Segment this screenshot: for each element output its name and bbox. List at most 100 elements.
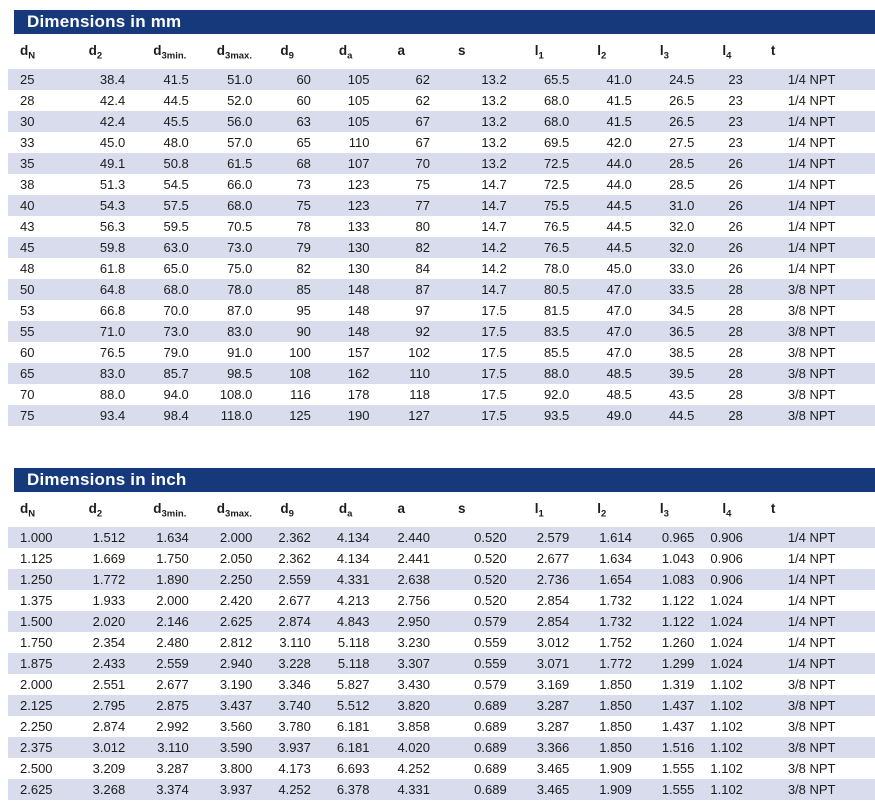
table-cell: 0.520 <box>474 551 507 566</box>
table-cell: 66.8 <box>99 303 126 318</box>
table-cell: 105 <box>347 114 370 129</box>
table-cell: 68.0 <box>543 114 570 129</box>
table-cell: 17.5 <box>481 387 507 402</box>
table-cell: 2.362 <box>278 551 311 566</box>
table-cell: 83.0 <box>99 366 126 381</box>
table-cell: 1.890 <box>156 572 189 587</box>
table-cell: 2.250 <box>20 719 53 734</box>
table-cell: 28 <box>728 345 743 360</box>
table-cell: 3.012 <box>536 635 570 650</box>
table-cell: 4.134 <box>336 530 370 545</box>
table-cell: 4.213 <box>336 593 370 608</box>
table-cell: 1.634 <box>599 551 632 566</box>
table-cell: 5.512 <box>336 698 370 713</box>
table-cell: 2.812 <box>219 635 253 650</box>
table-row: 43 56.3 59.5 70.5 78 133 80 14.7 76.5 44.5 32.0 26 1… <box>8 216 875 237</box>
table-row: 33 45.0 48.0 57.0 65 110 67 13.2 69.5 42.0 27.5 23 1… <box>8 132 875 153</box>
table-row: 1.875 2.433 2.559 2.940 3.228 5.118 3.307 0.559… <box>8 653 875 674</box>
table-cell: 54.3 <box>99 198 126 213</box>
col-header-l1: l1 <box>534 43 544 62</box>
table-cell: 2.000 <box>156 593 189 608</box>
table-cell: 107 <box>347 156 370 171</box>
table-cell: 1.555 <box>661 761 695 776</box>
table-cell: 2.677 <box>536 551 570 566</box>
table-cell: 1.850 <box>599 740 632 755</box>
table-cell: 85.7 <box>163 366 189 381</box>
table-cell: 50.8 <box>163 156 189 171</box>
table-row: 2.375 3.012 3.110 3.590 3.937 6.181 4.020 0.689… <box>8 737 875 758</box>
mm-table-body: 25 38.4 41.5 51.0 60 105 62 13.2 65.5 41.0 24.5 23 1… <box>8 69 875 426</box>
table-cell: 2.125 <box>20 698 53 713</box>
table-cell: 1/4 NPT <box>787 156 836 171</box>
table-cell: 3.268 <box>92 782 126 797</box>
table-row: 65 83.0 85.7 98.5 108 162 110 17.5 88.0 48.5 39.5 2… <box>8 363 875 384</box>
table-cell: 3/8 NPT <box>787 366 836 381</box>
table-cell: 56.3 <box>99 219 126 234</box>
table-cell: 67 <box>415 114 430 129</box>
table-cell: 0.520 <box>474 530 507 545</box>
table-cell: 2.992 <box>156 719 189 734</box>
table-cell: 4.843 <box>336 614 370 629</box>
table-cell: 2.420 <box>219 593 253 608</box>
table-cell: 25 <box>20 72 35 87</box>
table-cell: 71.0 <box>99 324 126 339</box>
table-cell: 41.5 <box>606 114 632 129</box>
table-row: 70 88.0 94.0 108.0 116 178 118 17.5 92.0 48.5 43.5… <box>8 384 875 405</box>
table-cell: 35 <box>20 156 35 171</box>
table-row: 2.125 2.795 2.875 3.437 3.740 5.512 3.820 0.689… <box>8 695 875 716</box>
col-header-t: t <box>770 501 776 517</box>
table-cell: 0.689 <box>474 740 507 755</box>
table-cell: 1.250 <box>20 572 53 587</box>
table-cell: 3.287 <box>536 719 570 734</box>
table-cell: 3.437 <box>219 698 253 713</box>
table-cell: 98.4 <box>163 408 189 423</box>
table-cell: 4.020 <box>397 740 430 755</box>
table-cell: 1.772 <box>599 656 632 671</box>
table-cell: 133 <box>347 219 370 234</box>
table-cell: 23 <box>728 114 743 129</box>
table-cell: 2.579 <box>536 530 570 545</box>
table-cell: 1.850 <box>599 677 632 692</box>
table-cell: 3/8 NPT <box>787 740 836 755</box>
table-cell: 123 <box>347 177 370 192</box>
table-cell: 75.5 <box>543 198 570 213</box>
table-cell: 1.260 <box>661 635 695 650</box>
table-cell: 87 <box>415 282 430 297</box>
table-row: 2.000 2.551 2.677 3.190 3.346 5.827 3.430 0.579… <box>8 674 875 695</box>
table-cell: 26.5 <box>669 93 695 108</box>
table-cell: 0.689 <box>474 761 507 776</box>
table-cell: 1.043 <box>661 551 695 566</box>
table-cell: 1/4 NPT <box>787 135 836 150</box>
table-cell: 2.500 <box>20 761 53 776</box>
table-row: 2.500 3.209 3.287 3.800 4.173 6.693 4.252 0.689… <box>8 758 875 779</box>
table-cell: 3.430 <box>397 677 430 692</box>
table-cell: 44.5 <box>606 198 632 213</box>
table-cell: 39.5 <box>669 366 695 381</box>
table-cell: 3/8 NPT <box>787 782 836 797</box>
table-cell: 0.689 <box>474 698 507 713</box>
table-cell: 85.5 <box>543 345 570 360</box>
table-cell: 4.173 <box>278 761 311 776</box>
table-cell: 162 <box>347 366 370 381</box>
table-cell: 3.307 <box>397 656 430 671</box>
table-cell: 1.437 <box>661 719 695 734</box>
table-cell: 17.5 <box>481 366 507 381</box>
table-cell: 62 <box>415 93 430 108</box>
table-row: 45 59.8 63.0 73.0 79 130 82 14.2 76.5 44.5 32.0 26 1… <box>8 237 875 258</box>
inch-title-bar: Dimensions in inch <box>14 468 875 492</box>
table-cell: 59.8 <box>99 240 126 255</box>
table-cell: 60 <box>296 93 311 108</box>
table-cell: 14.7 <box>481 282 507 297</box>
table-cell: 70 <box>20 387 35 402</box>
table-cell: 157 <box>347 345 370 360</box>
table-cell: 3/8 NPT <box>787 408 836 423</box>
table-cell: 1.319 <box>661 677 695 692</box>
table-cell: 1.909 <box>599 782 632 797</box>
table-cell: 48.5 <box>606 387 632 402</box>
table-cell: 4.331 <box>397 782 430 797</box>
table-cell: 2.677 <box>156 677 189 692</box>
table-row: 60 76.5 79.0 91.0 100 157 102 17.5 85.5 47.0 38.5 2… <box>8 342 875 363</box>
table-cell: 3/8 NPT <box>787 719 836 734</box>
mm-table-title: Dimensions in mm <box>27 12 182 31</box>
table-cell: 4.134 <box>336 551 370 566</box>
